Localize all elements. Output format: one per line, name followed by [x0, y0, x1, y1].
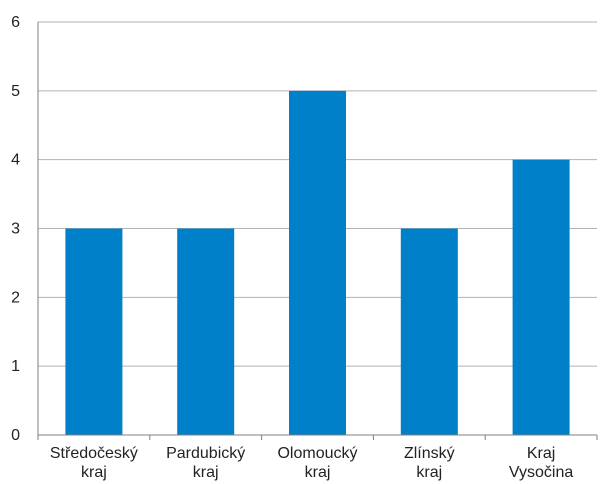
- x-category-label-line: Kraj: [527, 445, 555, 462]
- y-tick-label: 1: [11, 358, 20, 375]
- x-category-label: Olomoucký kraj: [277, 445, 357, 481]
- bar-4: [512, 159, 570, 435]
- x-category-label: Zlínský kraj: [404, 445, 455, 481]
- y-tick-label: 3: [11, 221, 20, 238]
- y-tick-label: 2: [11, 289, 20, 306]
- y-tick-label: 5: [11, 83, 20, 100]
- bar-2: [289, 90, 346, 435]
- y-tick-labels: 0 1 2 3 4 5 6: [11, 14, 20, 444]
- x-category-label-line: kraj: [81, 464, 107, 481]
- x-category-label: Kraj Vysočina: [509, 445, 573, 481]
- x-category-label-line: Pardubický: [166, 445, 245, 462]
- y-tick-label: 0: [11, 427, 20, 444]
- x-category-label-line: Olomoucký: [277, 445, 357, 462]
- x-category-label-line: kraj: [416, 464, 442, 481]
- x-category-label-line: Vysočina: [509, 464, 573, 481]
- y-tick-label: 4: [11, 152, 20, 169]
- x-category-labels: Středočeský kraj Pardubický kraj Olomoucký kr…: [50, 445, 573, 481]
- bar-0: [65, 228, 123, 435]
- x-category-label: Středočeský kraj: [50, 445, 138, 481]
- bar-1: [177, 228, 235, 435]
- x-category-label-line: Zlínský: [404, 445, 455, 462]
- bar-3: [400, 228, 458, 435]
- bars: [65, 90, 570, 435]
- x-category-label-line: kraj: [305, 464, 331, 481]
- x-category-label: Pardubický kraj: [166, 445, 245, 481]
- axes: [37, 22, 598, 440]
- y-tick-label: 6: [11, 14, 20, 31]
- x-category-label-line: kraj: [193, 464, 219, 481]
- x-category-label-line: Středočeský: [50, 445, 138, 462]
